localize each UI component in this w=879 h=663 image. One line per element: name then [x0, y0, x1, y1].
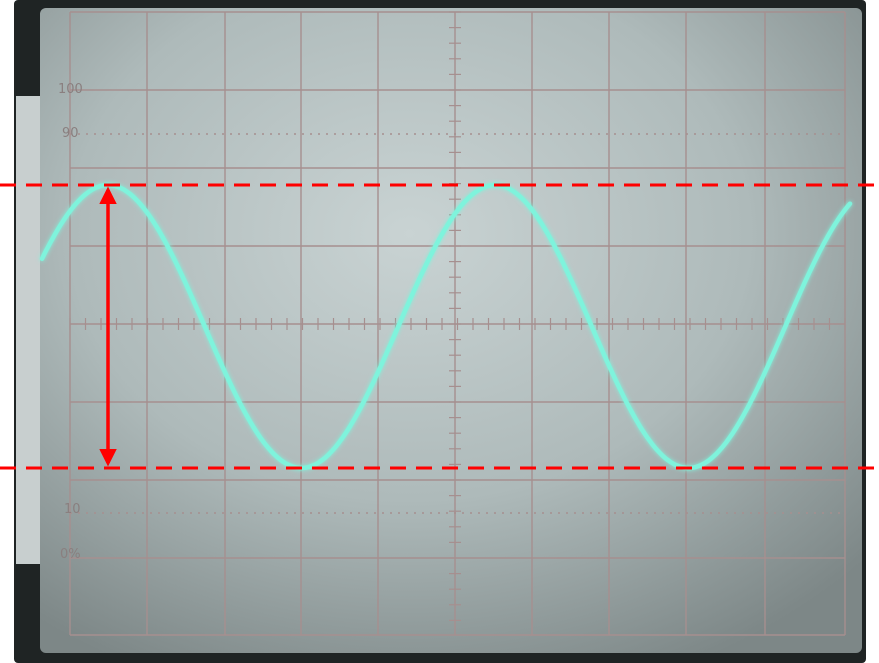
graticule-label-90: 90: [62, 126, 79, 141]
graticule-label-0: 0%: [60, 547, 81, 562]
graticule-ticks: [69, 11, 846, 622]
graticule-label-100: 100: [58, 82, 83, 97]
screen-glass: [40, 8, 862, 653]
graticule-label-10: 10: [64, 502, 81, 517]
sine-wave-trace: [39, 182, 853, 471]
left-side-plate: [16, 96, 40, 564]
